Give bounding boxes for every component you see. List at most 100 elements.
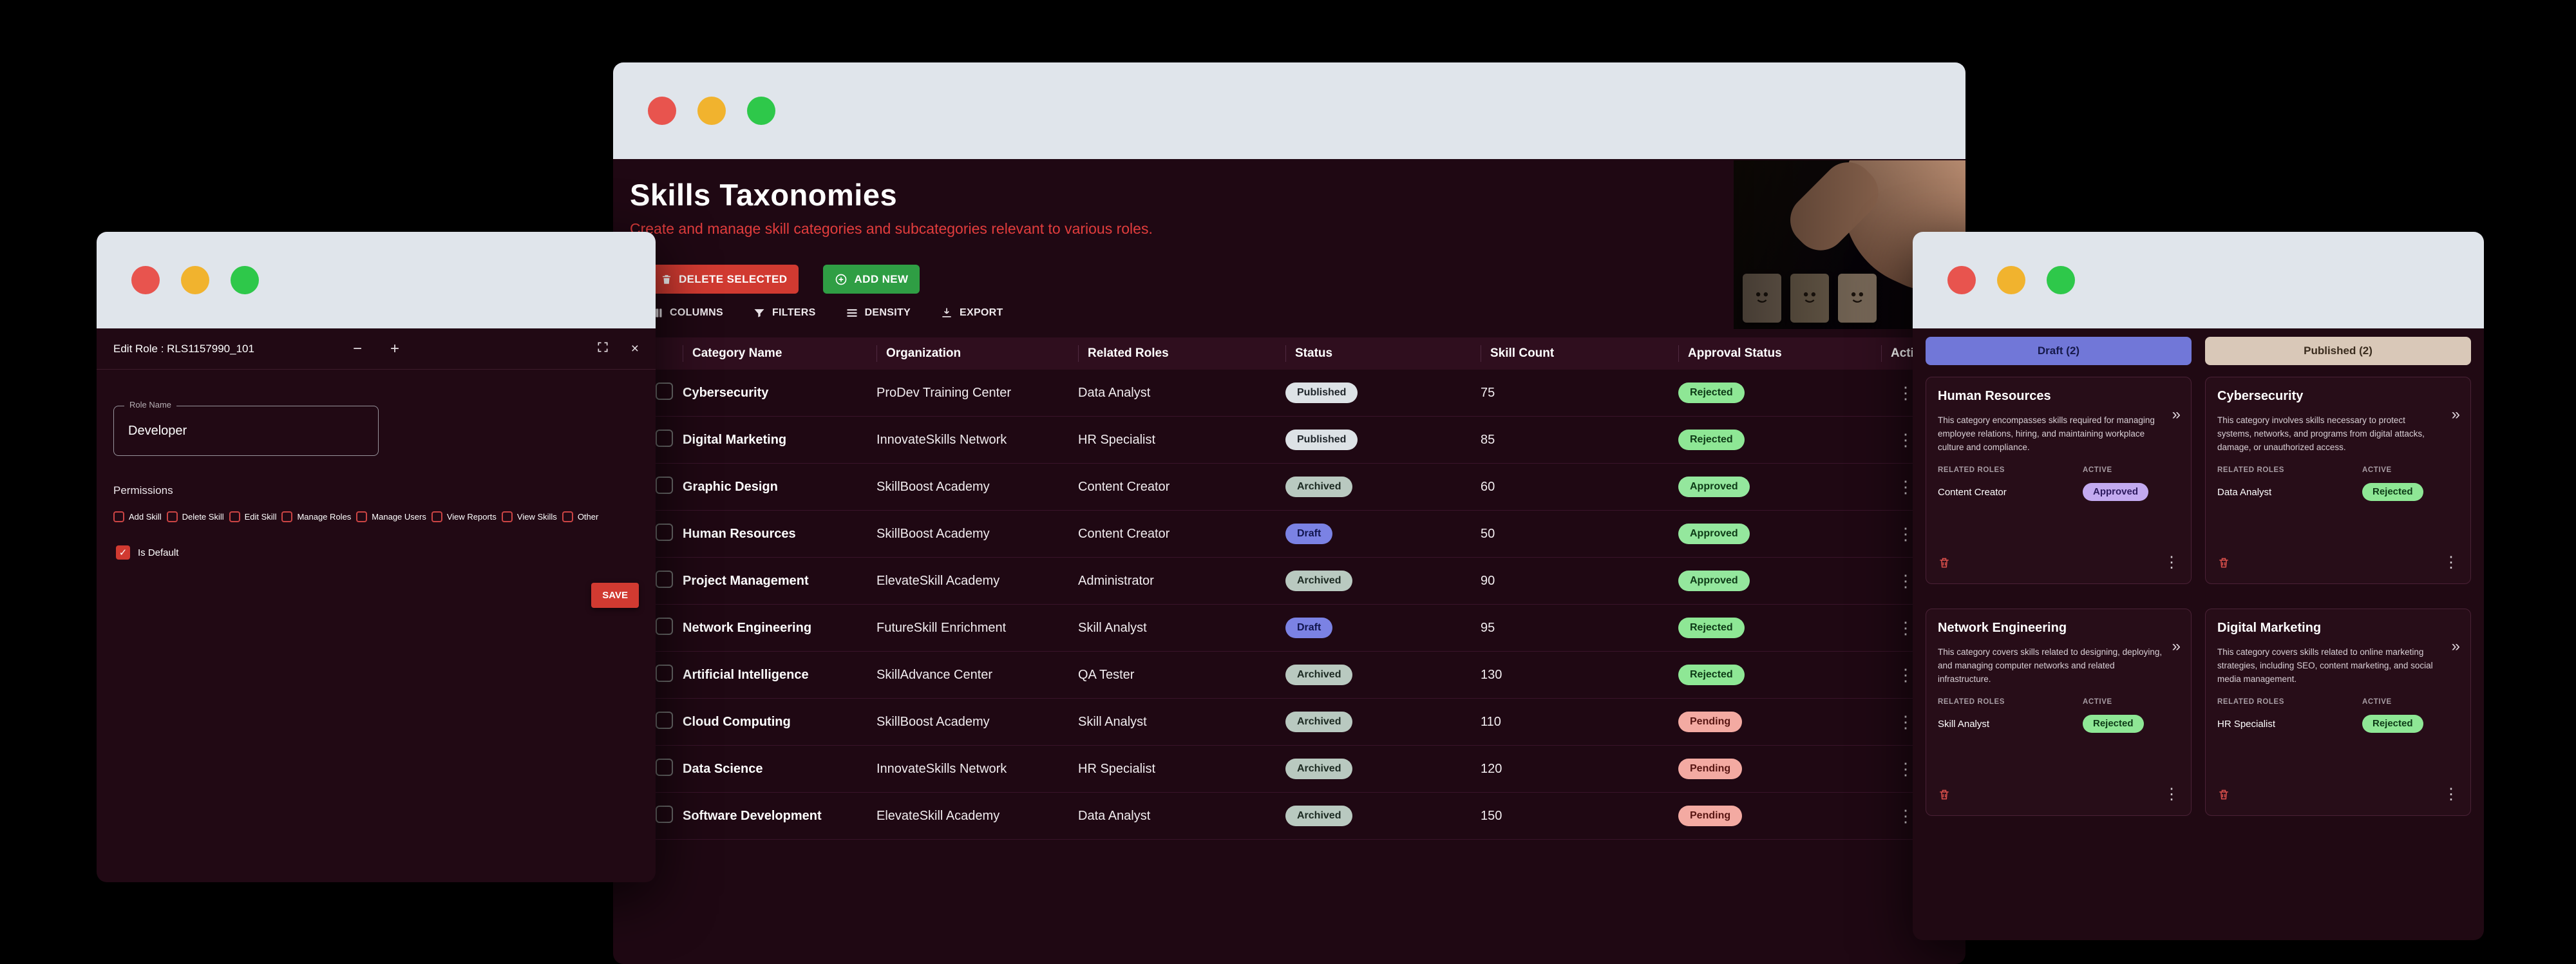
column-header-related-roles[interactable]: Related Roles [1078,345,1285,362]
checkbox-icon[interactable] [229,511,240,522]
row-checkbox[interactable] [656,382,673,400]
row-checkbox[interactable] [656,617,673,635]
save-button[interactable]: SAVE [591,583,639,608]
card-menu-icon[interactable]: ⋮ [2164,786,2179,803]
row-actions-menu-icon[interactable]: ⋮ [1897,383,1914,402]
row-actions-menu-icon[interactable]: ⋮ [1897,618,1914,638]
checkbox-icon[interactable] [501,511,513,522]
close-traffic-light[interactable] [1947,266,1976,294]
zoom-out-icon[interactable]: − [352,339,362,357]
row-actions-menu-icon[interactable]: ⋮ [1897,712,1914,732]
row-checkbox[interactable] [656,758,673,776]
checkbox-icon[interactable] [281,511,293,522]
trash-icon [663,274,670,284]
permission-checkbox-item[interactable]: Delete Skill [166,511,224,522]
row-actions-menu-icon[interactable]: ⋮ [1897,477,1914,496]
column-header-organization[interactable]: Organization [876,345,1078,362]
add-new-button[interactable]: ADD NEW [823,265,920,294]
permission-checkbox-item[interactable]: View Skills [501,511,557,522]
close-traffic-light[interactable] [131,266,160,294]
zoom-in-icon[interactable]: + [390,339,400,357]
row-checkbox[interactable] [656,523,673,541]
role-name-field[interactable]: Role Name Developer [113,400,379,456]
permission-checkbox-item[interactable]: Other [562,511,598,522]
skill-count-cell: 60 [1481,479,1495,494]
delete-card-icon[interactable] [1938,788,1951,801]
expand-card-icon[interactable]: » [2172,406,2181,423]
is-default-row: ✓ Is Default [113,545,639,560]
kanban-card[interactable]: Network Engineering » This category cove… [1926,609,2192,816]
delete-card-icon[interactable] [2217,556,2230,569]
column-header-approval-status[interactable]: Approval Status [1678,345,1881,362]
permission-label: Manage Roles [297,512,352,522]
row-actions-menu-icon[interactable]: ⋮ [1897,665,1914,685]
close-traffic-light[interactable] [648,97,676,125]
permission-checkbox-item[interactable]: Manage Roles [281,511,351,522]
expand-card-icon[interactable]: » [2451,406,2460,423]
delete-card-icon[interactable] [2217,788,2230,801]
expand-card-icon[interactable]: » [2451,638,2460,655]
skill-count-cell: 120 [1481,761,1502,776]
minimize-traffic-light[interactable] [181,266,209,294]
kanban-card[interactable]: Human Resources » This category encompas… [1926,377,2192,584]
card-menu-icon[interactable]: ⋮ [2164,554,2179,571]
delete-selected-button[interactable]: DELETE SELECTED [649,265,799,294]
column-header-category-name[interactable]: Category Name [683,345,876,362]
row-checkbox[interactable] [656,476,673,494]
density-button[interactable]: DENSITY [846,307,911,319]
row-checkbox[interactable] [656,805,673,823]
close-icon[interactable]: × [630,341,639,356]
checkbox-icon[interactable] [431,511,442,522]
row-checkbox[interactable] [656,570,673,588]
doodle-face-icon [1803,292,1816,303]
zoom-traffic-light[interactable] [2047,266,2075,294]
column-header-status[interactable]: Status [1285,345,1481,362]
column-header-skill-count[interactable]: Skill Count [1481,345,1678,362]
delete-card-icon[interactable] [1938,556,1951,569]
row-actions-menu-icon[interactable]: ⋮ [1897,806,1914,826]
filters-label: FILTERS [772,307,816,318]
row-actions-menu-icon[interactable]: ⋮ [1897,571,1914,591]
card-status-badge: Rejected [2362,714,2423,733]
filters-button[interactable]: FILTERS [753,307,816,319]
kanban-card[interactable]: Digital Marketing » This category covers… [2205,609,2471,816]
permission-checkbox-item[interactable]: Add Skill [113,511,162,522]
is-default-checkbox[interactable]: ✓ [116,545,130,560]
permission-checkbox-item[interactable]: View Reports [431,511,497,522]
expand-icon[interactable] [596,341,609,357]
row-actions-menu-icon[interactable]: ⋮ [1897,524,1914,543]
row-actions-menu-icon[interactable]: ⋮ [1897,430,1914,449]
minimize-traffic-light[interactable] [1997,266,2025,294]
zoom-traffic-light[interactable] [231,266,259,294]
category-name-cell: Cybersecurity [683,385,769,400]
density-icon [847,309,857,317]
row-checkbox[interactable] [656,664,673,682]
row-checkbox[interactable] [656,711,673,729]
kanban-column-header[interactable]: Published (2) [2205,337,2471,365]
permission-checkbox-item[interactable]: Edit Skill [229,511,276,522]
expand-card-icon[interactable]: » [2172,638,2181,655]
kanban-card[interactable]: Cybersecurity » This category involves s… [2205,377,2471,584]
card-title: Digital Marketing [2217,621,2322,635]
minimize-traffic-light[interactable] [697,97,726,125]
row-actions-menu-icon[interactable]: ⋮ [1897,759,1914,779]
card-menu-icon[interactable]: ⋮ [2443,554,2459,571]
permission-label: Delete Skill [182,512,224,522]
kanban-column-header[interactable]: Draft (2) [1926,337,2192,365]
zoom-traffic-light[interactable] [747,97,775,125]
export-label: EXPORT [960,307,1003,318]
checkbox-icon[interactable] [113,511,124,522]
permission-checkbox-item[interactable]: Manage Users [356,511,426,522]
columns-button[interactable]: COLUMNS [650,307,723,319]
checkbox-icon[interactable] [166,511,178,522]
row-checkbox[interactable] [656,429,673,447]
checkbox-icon[interactable] [562,511,573,522]
related-roles-cell: HR Specialist [1078,761,1156,776]
export-button[interactable]: EXPORT [940,307,1003,319]
doodle-face-icon [1756,292,1768,303]
table-row: Graphic Design SkillBoost Academy Conten… [613,464,1965,511]
card-menu-icon[interactable]: ⋮ [2443,786,2459,803]
checkbox-icon[interactable] [356,511,368,522]
status-badge: Draft [1285,618,1333,638]
kanban-window: Draft (2) Human Resources » This categor… [1913,232,2484,940]
